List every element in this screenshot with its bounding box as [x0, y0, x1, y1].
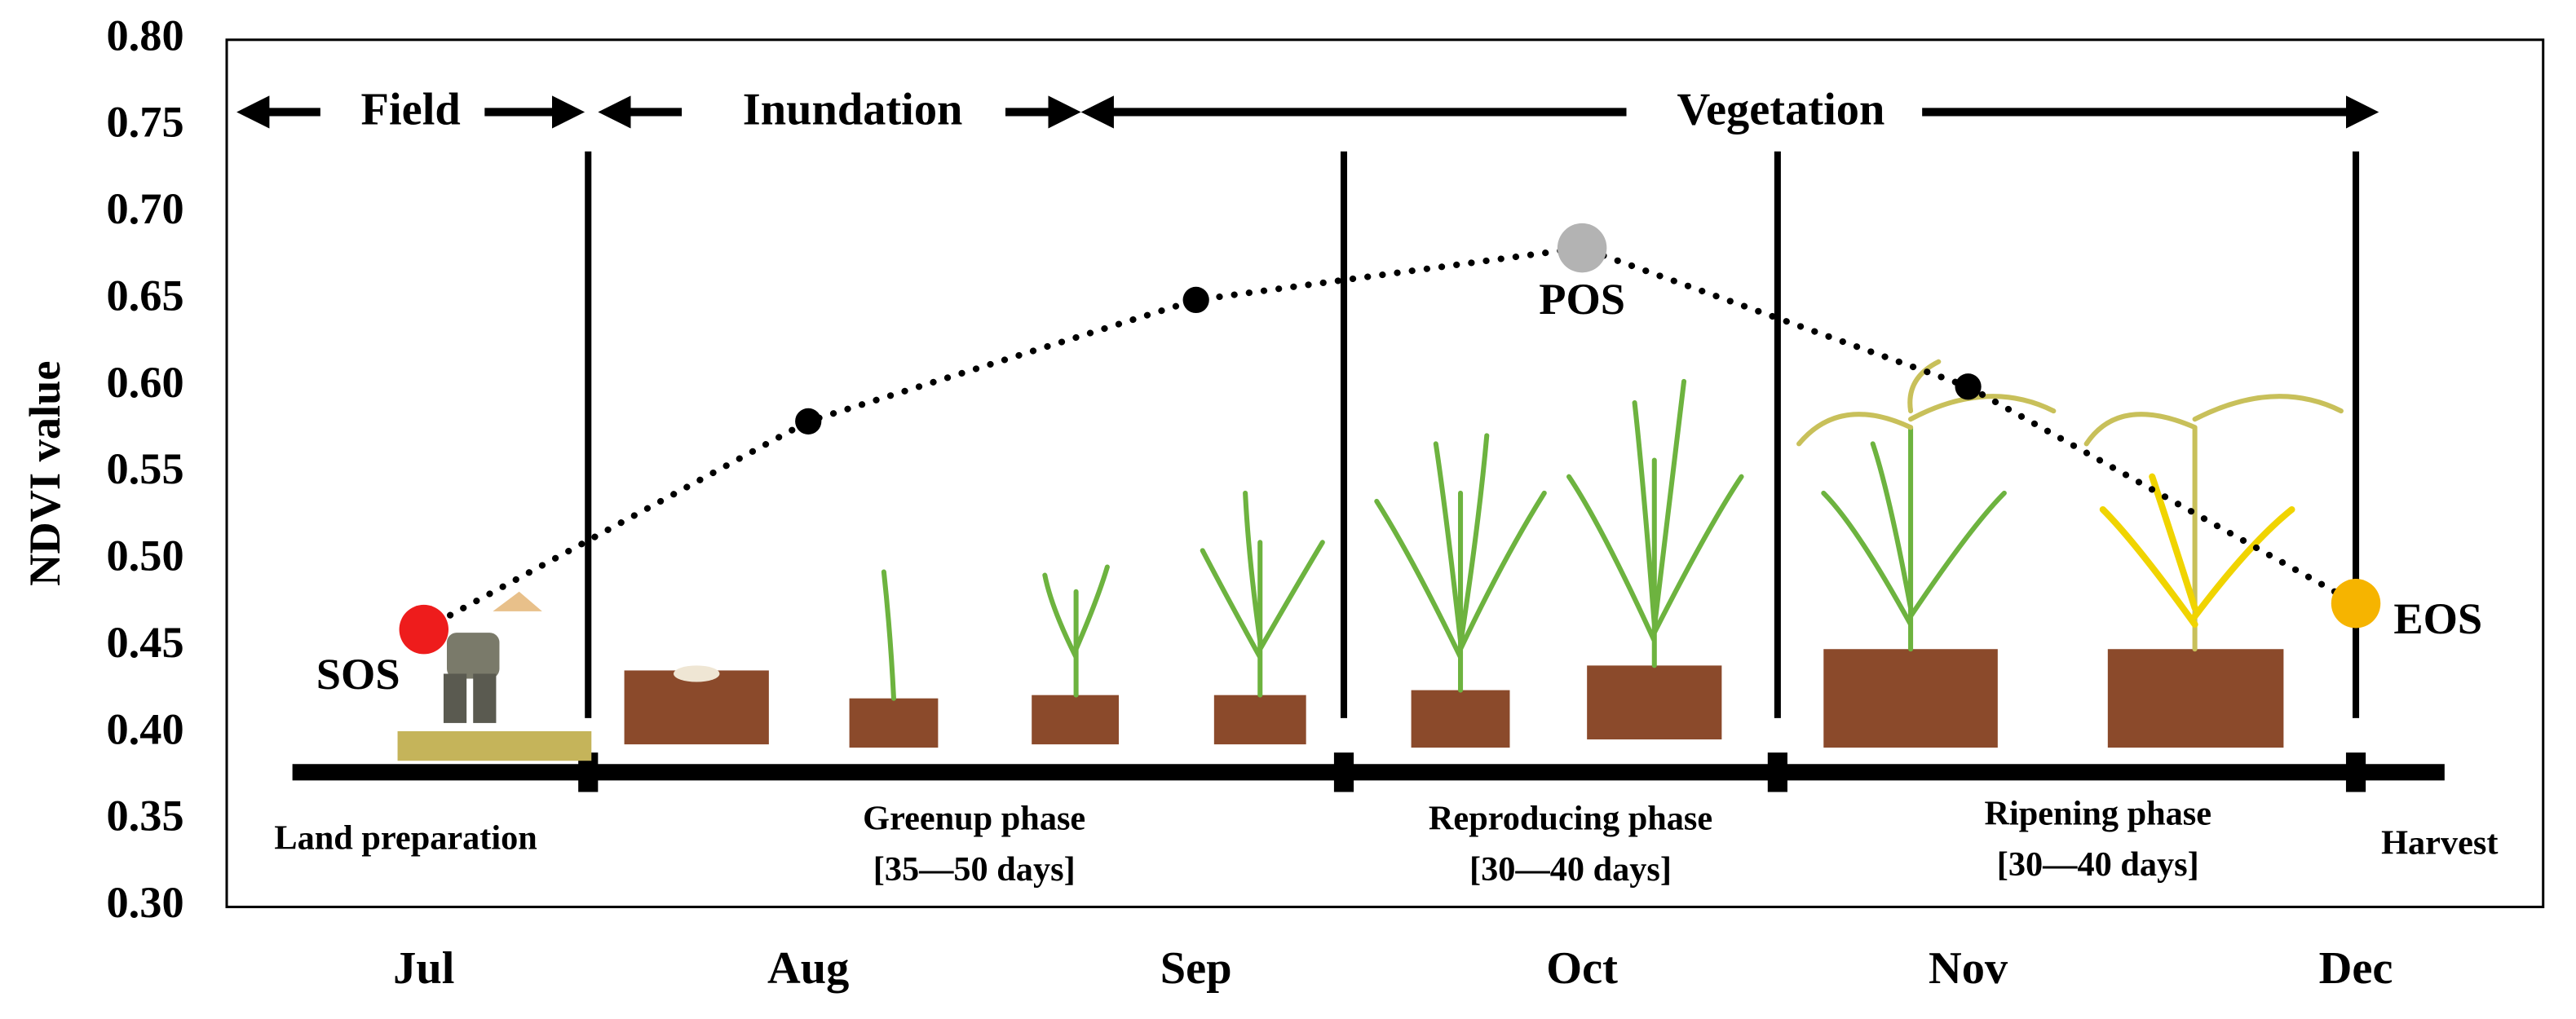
y-tick-label: 0.50 [106, 532, 183, 580]
stage-label: Inundation [743, 84, 963, 135]
phase-duration: [30—40 days] [1997, 845, 2199, 884]
plot-frame [225, 38, 2545, 909]
x-tick-label: Sep [1160, 943, 1232, 994]
phase-duration: [30—40 days] [1469, 850, 1672, 889]
stage-label: Vegetation [1677, 84, 1885, 135]
ndvi-line [420, 244, 2360, 633]
stage-label: Field [361, 84, 461, 135]
point-label: POS [1539, 275, 1625, 324]
y-tick-label: 0.80 [106, 11, 183, 60]
farmer [397, 591, 592, 761]
ndvi-point [795, 408, 822, 435]
y-tick-label: 0.75 [106, 98, 183, 147]
y-tick-label: 0.55 [106, 444, 183, 493]
y-tick-label: 0.65 [106, 271, 183, 320]
phase-label: Land preparation [274, 819, 537, 858]
ndvi-point [399, 604, 449, 655]
y-tick-label: 0.60 [106, 358, 183, 407]
phase-label: Harvest [2381, 824, 2498, 862]
phase-label: Reproducing phase [1429, 799, 1712, 837]
ndvi-point [1182, 286, 1209, 314]
phase-label: Ripening phase [1984, 794, 2211, 832]
point-label: SOS [316, 650, 400, 699]
y-tick-label: 0.30 [106, 878, 183, 927]
y-tick-label: 0.35 [106, 792, 183, 840]
x-tick-label: Jul [393, 943, 454, 994]
y-tick-label: 0.40 [106, 704, 183, 753]
ndvi-point [1557, 223, 1607, 273]
y-tick-label: 0.70 [106, 184, 183, 233]
x-tick-label: Aug [767, 943, 849, 994]
ndvi-point [1955, 373, 1982, 400]
phase-duration: [35—50 days] [873, 850, 1076, 889]
ndvi-point [2331, 579, 2381, 629]
x-tick-label: Dec [2319, 943, 2393, 994]
y-axis-label: NDVI value [20, 360, 69, 585]
x-tick-label: Oct [1546, 943, 1618, 994]
x-tick-label: Nov [1929, 943, 2008, 994]
y-tick-label: 0.45 [106, 618, 183, 667]
illustrations [397, 359, 2344, 761]
point-label: EOS [2393, 594, 2482, 643]
timeline-ticks [578, 752, 2366, 792]
phase-label: Greenup phase [863, 799, 1085, 837]
